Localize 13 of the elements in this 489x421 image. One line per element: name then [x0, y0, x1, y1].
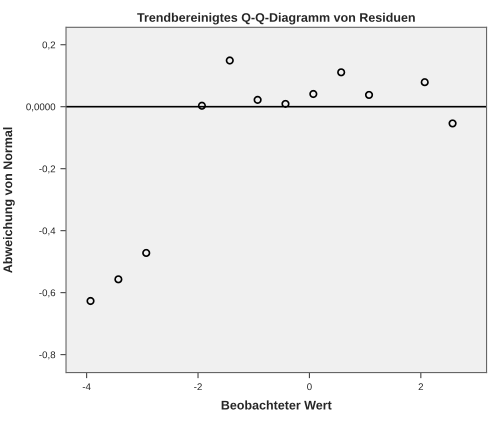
y-tick-label: -0,4: [39, 227, 56, 236]
y-tick-label: -0,8: [39, 351, 56, 360]
x-tick-label: 0: [307, 383, 312, 390]
y-axis-title: Abweichung von Normal: [3, 128, 15, 273]
chart-title: Trendbereinigtes Q-Q-Diagramm von Residuen: [137, 12, 415, 24]
y-tick-label: -0,2: [39, 165, 56, 174]
y-tick-label: 0,0000: [26, 103, 56, 112]
y-tick-label: -0,6: [39, 289, 56, 298]
x-tick-label: 2: [418, 383, 424, 390]
x-tick-label: -2: [194, 383, 202, 390]
x-tick-label: -4: [82, 383, 91, 390]
y-tick-label: 0,2: [42, 41, 56, 50]
x-axis-title: Beobachteter Wert: [222, 400, 332, 410]
